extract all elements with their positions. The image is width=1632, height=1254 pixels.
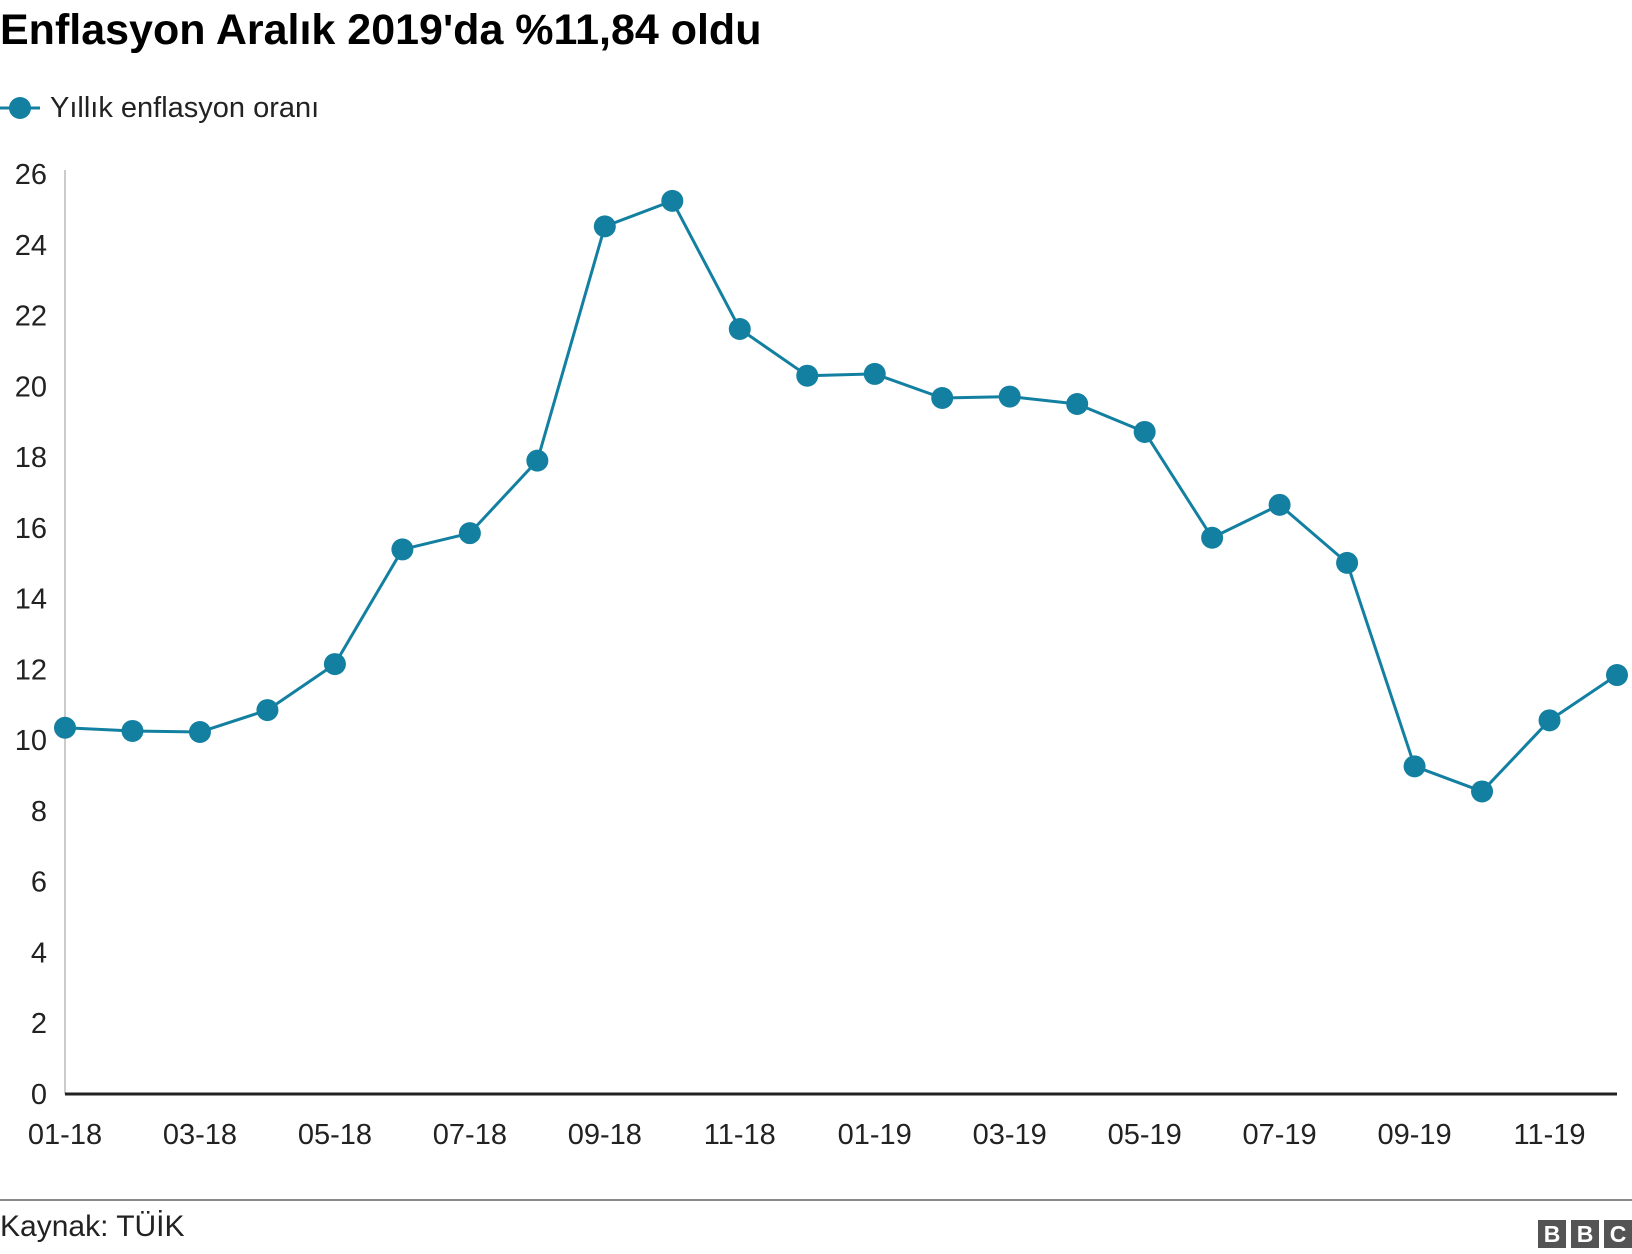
bbc-logo-letter: B bbox=[1538, 1220, 1566, 1248]
data-point bbox=[188, 721, 211, 744]
y-tick-label: 16 bbox=[15, 513, 47, 545]
y-tick-label: 14 bbox=[15, 584, 47, 616]
series-layer bbox=[54, 189, 1628, 803]
x-tick-label: 11-18 bbox=[704, 1119, 776, 1150]
data-point bbox=[728, 317, 751, 340]
y-tick-label: 0 bbox=[31, 1079, 47, 1111]
data-point bbox=[998, 385, 1021, 408]
data-point bbox=[526, 449, 549, 472]
y-tick-label: 20 bbox=[15, 371, 47, 403]
series-line bbox=[64, 199, 1618, 793]
y-tick-label: 2 bbox=[31, 1008, 47, 1040]
x-tick-label: 01-19 bbox=[838, 1119, 912, 1150]
footer-rule bbox=[0, 1199, 1632, 1201]
data-point bbox=[661, 189, 684, 212]
legend-label: Yıllık enflasyon oranı bbox=[50, 91, 320, 124]
x-tick-label: 05-19 bbox=[1108, 1119, 1182, 1150]
data-point bbox=[931, 386, 954, 409]
data-point bbox=[54, 716, 76, 739]
bbc-logo-letter: C bbox=[1604, 1220, 1632, 1248]
data-point bbox=[593, 215, 616, 238]
y-tick-label: 12 bbox=[15, 654, 47, 686]
x-tick-label: 03-18 bbox=[163, 1119, 237, 1150]
legend: Yıllık enflasyon oranı bbox=[0, 88, 319, 128]
y-tick-label: 24 bbox=[15, 230, 47, 262]
data-point bbox=[391, 538, 414, 561]
y-tick-label: 18 bbox=[15, 442, 47, 474]
data-point bbox=[1201, 526, 1224, 549]
data-point bbox=[458, 522, 481, 545]
x-tick-label: 05-18 bbox=[298, 1119, 372, 1150]
y-tick-label: 10 bbox=[15, 725, 47, 757]
x-tick-label: 07-18 bbox=[433, 1119, 507, 1150]
x-tick-label: 11-19 bbox=[1514, 1119, 1586, 1150]
bbc-logo-letter: B bbox=[1571, 1220, 1599, 1248]
y-tick-label: 26 bbox=[15, 159, 47, 191]
y-tick-label: 4 bbox=[31, 937, 47, 969]
data-point bbox=[121, 719, 144, 742]
x-tick-label: 07-19 bbox=[1243, 1119, 1317, 1150]
bbc-logo: B B C bbox=[1538, 1220, 1632, 1248]
data-point bbox=[796, 364, 819, 387]
data-point bbox=[863, 362, 886, 385]
legend-swatch bbox=[0, 97, 40, 119]
data-point bbox=[323, 653, 346, 676]
data-point bbox=[1133, 420, 1156, 443]
data-point bbox=[1066, 393, 1089, 415]
data-point bbox=[1538, 709, 1561, 732]
y-tick-label: 22 bbox=[15, 301, 47, 333]
data-point bbox=[1471, 780, 1494, 803]
data-point bbox=[256, 699, 279, 722]
source-note: Kaynak: TÜİK bbox=[0, 1210, 185, 1243]
y-tick-label: 8 bbox=[31, 796, 47, 828]
x-tick-label: 09-19 bbox=[1377, 1119, 1451, 1150]
x-tick-label: 09-18 bbox=[568, 1119, 642, 1150]
data-point bbox=[1268, 493, 1291, 516]
chart-title: Enflasyon Aralık 2019'da %11,84 oldu bbox=[0, 6, 762, 54]
y-tick-label: 6 bbox=[31, 867, 47, 899]
data-point bbox=[1403, 755, 1426, 778]
x-tick-label: 01-18 bbox=[28, 1119, 102, 1150]
data-point bbox=[1606, 664, 1628, 687]
data-point bbox=[1336, 551, 1359, 574]
x-tick-label: 03-19 bbox=[973, 1119, 1047, 1150]
x-axis: 01-18 03-18 05-18 07-18 09-18 11-18 01-19 03-19… bbox=[28, 1092, 1617, 1150]
